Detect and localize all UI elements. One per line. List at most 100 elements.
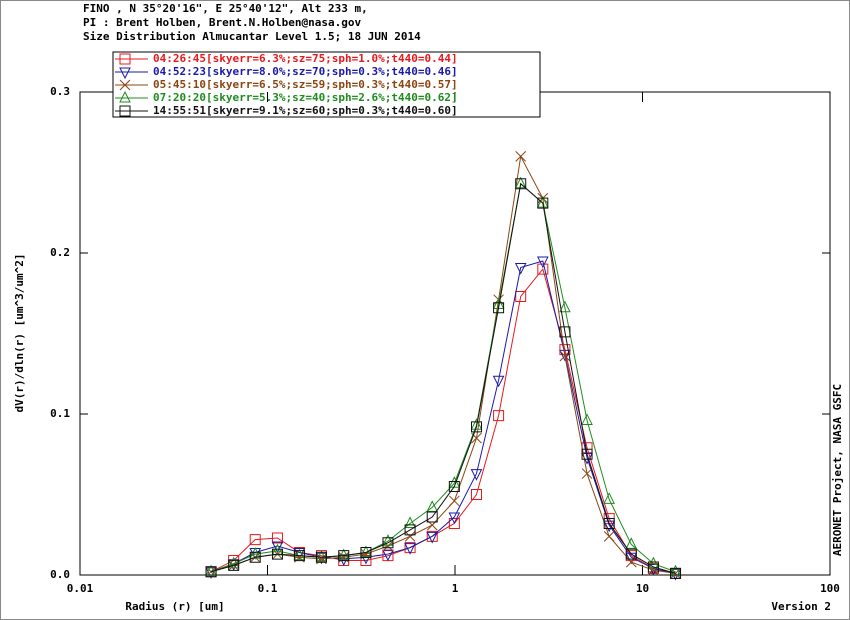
point (271, 548, 283, 560)
point (559, 300, 571, 313)
point (625, 548, 637, 560)
point (669, 564, 682, 577)
x-tick-label: 10 (636, 582, 649, 595)
point (493, 410, 505, 422)
point (603, 517, 615, 529)
legend-label: 05:45:10[skyerr=6.5%;sz=59;sph=0.3%;t440… (153, 78, 458, 91)
point (448, 495, 460, 507)
point (271, 543, 284, 556)
point (470, 421, 482, 433)
point (537, 197, 549, 209)
point (448, 480, 460, 492)
point (404, 531, 416, 542)
point (382, 550, 394, 562)
side-note: AERONET Project, NASA GSFC (831, 384, 844, 556)
point (360, 546, 372, 558)
point (647, 556, 660, 569)
point (337, 548, 350, 561)
point (648, 564, 659, 576)
point (559, 349, 571, 362)
point (205, 566, 217, 578)
point (515, 151, 527, 162)
header-line: FINO , N 35°20'16", E 25°40'12", Alt 233… (83, 2, 368, 15)
point (227, 556, 240, 569)
legend-label: 07:20:20[skyerr=5.3%;sz=40;sph=2.6%;t440… (153, 91, 458, 104)
point (514, 176, 527, 189)
x-tick-label: 0.1 (258, 582, 278, 595)
point (382, 534, 394, 546)
point (249, 546, 262, 559)
series-line (210, 154, 676, 574)
point (514, 262, 527, 275)
series-line (210, 182, 676, 574)
point (249, 551, 261, 563)
point (581, 413, 593, 425)
header-line: Size Distribution Almucantar Level 1.5; … (83, 30, 421, 43)
point (404, 524, 416, 536)
point (338, 550, 350, 562)
point (404, 516, 416, 528)
point (293, 547, 306, 560)
legend-label: 14:55:51[skyerr=9.1%;sz=60;sph=0.3%;t440… (153, 104, 458, 117)
point (625, 537, 638, 549)
y-tick-label: 0.0 (50, 568, 70, 581)
point (492, 375, 505, 388)
point (271, 541, 284, 554)
point (205, 567, 217, 579)
point (670, 567, 682, 579)
point (404, 543, 416, 555)
point (228, 559, 240, 571)
point (515, 178, 527, 190)
legend-label: 04:52:23[skyerr=8.0%;sz=70;sph=0.3%;t440… (153, 65, 458, 78)
point (293, 550, 305, 562)
y-tick-label: 0.1 (50, 407, 70, 420)
legend-marker (119, 105, 131, 117)
x-tick-label: 0.01 (67, 582, 94, 595)
point (315, 550, 328, 562)
legend-box (112, 51, 541, 118)
point (470, 418, 483, 430)
point (293, 548, 306, 561)
point (581, 468, 593, 479)
point (360, 552, 372, 565)
series-line (210, 182, 676, 573)
point (493, 302, 505, 314)
x-axis-label: Radius (r) [um] (125, 600, 224, 613)
point (515, 290, 527, 302)
point (382, 549, 394, 562)
point (603, 531, 615, 542)
header-line: PI : Brent Holben, Brent.N.Holben@nasa.g… (83, 16, 362, 29)
point (537, 256, 549, 269)
point (470, 469, 483, 481)
y-axis-label: dV(r)/dln(r) [um^3/um^2] (13, 254, 26, 413)
x-tick-label: 1 (452, 582, 459, 595)
point (426, 531, 439, 544)
point (315, 551, 327, 563)
legend-marker (119, 53, 131, 65)
y-tick-label: 0.3 (50, 85, 70, 98)
point (448, 517, 460, 529)
point (559, 326, 571, 338)
point (426, 511, 438, 523)
series-line (210, 268, 676, 574)
x-tick-label: 100 (820, 582, 840, 595)
legend-marker (119, 90, 131, 103)
point (426, 500, 439, 512)
legend-marker (119, 67, 131, 80)
point (249, 534, 261, 546)
y-tick-label: 0.2 (50, 246, 70, 259)
series-line (210, 260, 676, 574)
point (470, 489, 482, 500)
point (581, 448, 593, 460)
legend-marker (119, 79, 131, 91)
point (382, 537, 394, 549)
point (537, 195, 549, 208)
legend-label: 04:26:45[skyerr=6.3%;sz=75;sph=1.0%;t440… (153, 52, 458, 65)
point (426, 530, 438, 542)
point (448, 512, 461, 525)
point (669, 568, 682, 581)
point (647, 561, 659, 573)
version-note: Version 2 (771, 600, 831, 613)
point (603, 492, 615, 504)
